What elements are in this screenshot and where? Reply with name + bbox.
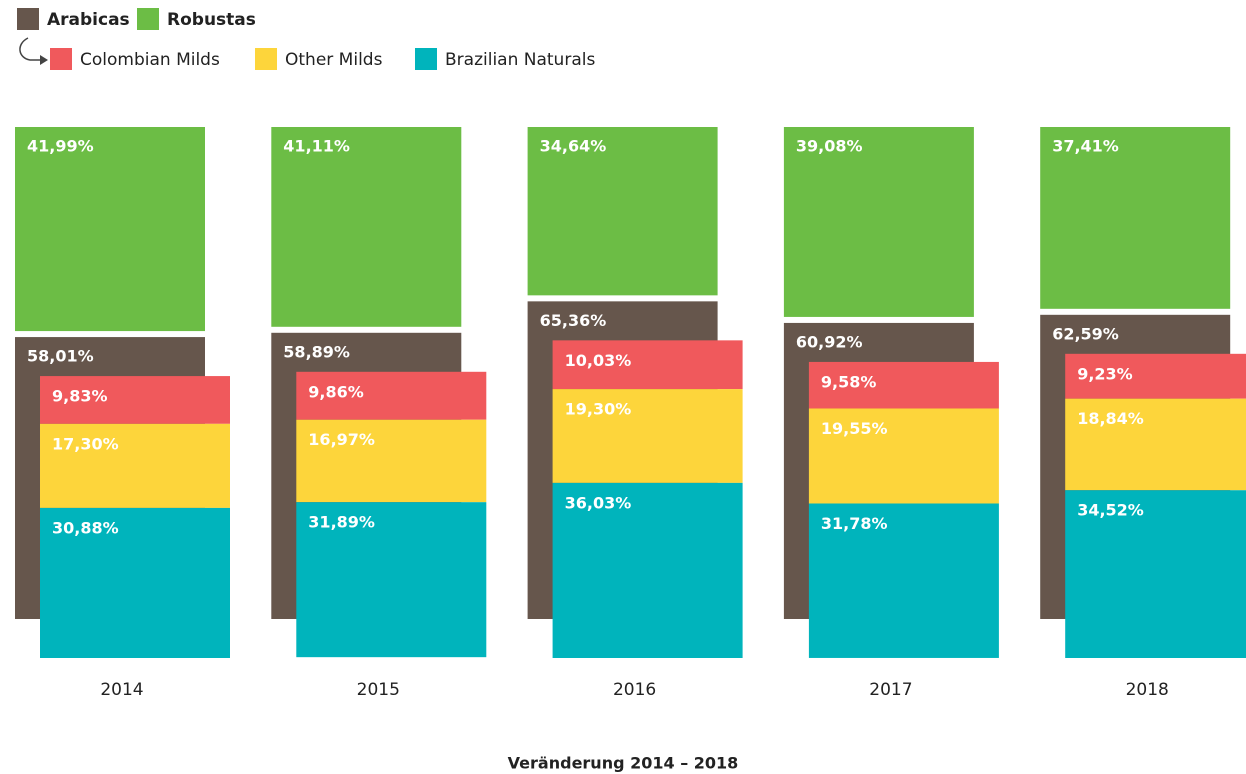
bar-segment — [1065, 490, 1246, 658]
value-label: 41,99% — [27, 137, 94, 156]
bar-segment — [808, 503, 999, 658]
bar-segment — [296, 502, 487, 658]
bar-segment — [783, 127, 974, 317]
bar-segment — [552, 340, 743, 390]
bar-segment — [1065, 398, 1246, 491]
value-label: 9,86% — [308, 382, 364, 401]
value-label: 34,52% — [1077, 501, 1144, 520]
legend-swatch — [415, 48, 437, 70]
legend-arrow — [19, 37, 40, 61]
x-tick-label: 2015 — [357, 680, 400, 700]
value-label: 30,88% — [52, 518, 119, 537]
x-tick-label: 2016 — [613, 680, 656, 700]
legend-swatch — [17, 8, 39, 30]
bar-segment — [40, 376, 230, 424]
bar-segment — [15, 127, 205, 332]
x-tick-label: 2017 — [869, 680, 912, 700]
bar-segment — [552, 389, 743, 483]
bar-segment — [271, 127, 462, 327]
value-label: 16,97% — [308, 430, 375, 449]
bar-segment — [296, 419, 487, 503]
legend-arrow-head — [40, 55, 48, 65]
bar-segment — [40, 423, 230, 508]
value-label: 39,08% — [796, 137, 863, 156]
bar-segment — [527, 127, 718, 296]
legend-label: Colombian Milds — [80, 50, 220, 70]
bar-segment — [1040, 127, 1231, 309]
bar-segment — [552, 482, 743, 658]
value-label: 65,36% — [540, 311, 607, 330]
bar-segment — [808, 408, 999, 504]
bar-segment — [40, 507, 230, 658]
value-label: 37,41% — [1052, 137, 1119, 156]
legend-label: Brazilian Naturals — [445, 50, 595, 70]
legend-label: Other Milds — [285, 50, 383, 70]
caption: Veränderung 2014 – 2018 — [508, 754, 739, 773]
bar-segment — [808, 361, 999, 409]
value-label: 10,03% — [565, 351, 632, 370]
value-label: 9,83% — [52, 387, 108, 406]
value-label: 62,59% — [1052, 324, 1119, 343]
value-label: 18,84% — [1077, 409, 1144, 428]
value-label: 34,64% — [540, 137, 607, 156]
legend-swatch — [50, 48, 72, 70]
legend-swatch — [137, 8, 159, 30]
value-label: 58,01% — [27, 347, 94, 366]
value-label: 19,55% — [821, 419, 888, 438]
value-label: 9,23% — [1077, 364, 1133, 383]
value-label: 60,92% — [796, 332, 863, 351]
x-tick-label: 2018 — [1126, 680, 1169, 700]
value-label: 58,89% — [283, 342, 350, 361]
value-label: 41,11% — [283, 137, 350, 156]
value-label: 17,30% — [52, 434, 119, 453]
legend-swatch — [255, 48, 277, 70]
bar-segment — [1065, 353, 1246, 399]
bar-segment — [296, 371, 487, 420]
value-label: 19,30% — [565, 400, 632, 419]
value-label: 31,89% — [308, 513, 375, 532]
x-tick-label: 2014 — [100, 680, 143, 700]
value-label: 31,78% — [821, 514, 888, 533]
legend-label: Arabicas — [47, 10, 130, 30]
value-label: 9,58% — [821, 372, 877, 391]
value-label: 36,03% — [565, 493, 632, 512]
legend-label: Robustas — [167, 10, 256, 30]
